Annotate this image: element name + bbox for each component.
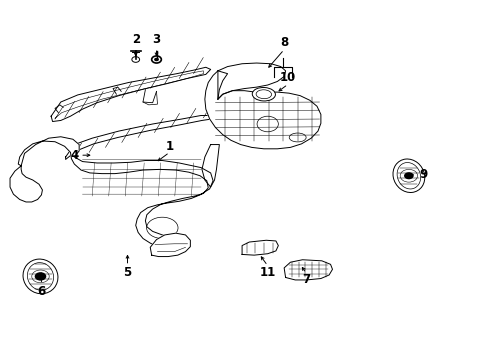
- Polygon shape: [242, 240, 278, 255]
- Polygon shape: [51, 67, 210, 122]
- Ellipse shape: [23, 259, 58, 294]
- Text: 4: 4: [70, 149, 78, 162]
- Polygon shape: [10, 166, 42, 202]
- Text: 7: 7: [302, 274, 310, 287]
- Text: 3: 3: [152, 33, 160, 46]
- Text: 11: 11: [259, 266, 275, 279]
- Circle shape: [154, 58, 159, 61]
- Polygon shape: [204, 71, 320, 149]
- Text: 8: 8: [280, 36, 288, 49]
- Text: 2: 2: [131, 33, 140, 46]
- Polygon shape: [202, 145, 219, 187]
- Text: 5: 5: [123, 266, 131, 279]
- Polygon shape: [218, 63, 285, 99]
- Text: 10: 10: [279, 71, 296, 84]
- Circle shape: [35, 272, 46, 281]
- Circle shape: [403, 172, 413, 179]
- Polygon shape: [150, 233, 190, 257]
- Polygon shape: [65, 116, 211, 159]
- Text: 9: 9: [418, 168, 427, 181]
- Ellipse shape: [252, 87, 275, 101]
- Text: 1: 1: [165, 140, 173, 153]
- Polygon shape: [284, 260, 332, 280]
- Polygon shape: [18, 137, 213, 250]
- Text: 6: 6: [37, 285, 45, 298]
- Ellipse shape: [392, 159, 424, 193]
